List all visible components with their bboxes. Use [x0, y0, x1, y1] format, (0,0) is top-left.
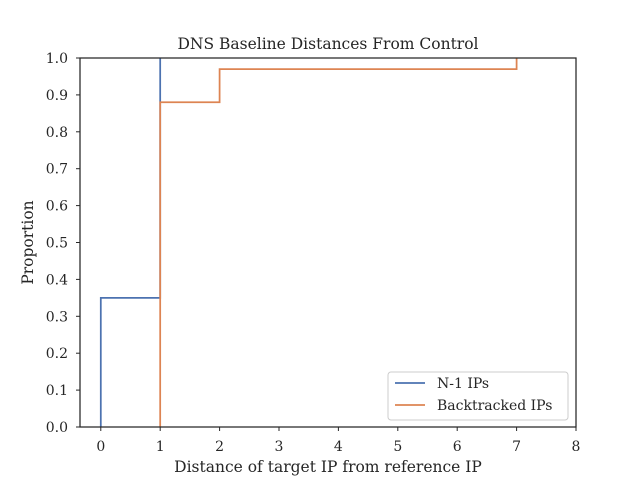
- legend-label-backtracked-ips: Backtracked IPs: [437, 398, 552, 414]
- series-layer: [99, 58, 518, 427]
- x-tick-label: 2: [215, 439, 224, 455]
- y-tick-label: 0.4: [46, 272, 68, 288]
- y-tick-label: 0.2: [46, 346, 68, 362]
- ticks-layer: 0 1 2 3 4 5 6 7 8 0.0 0.1 0.2 0.3 0.4 0.5 0.6 0.7 0.8 0.9 1…: [46, 51, 581, 455]
- y-axis-label: Proportion: [19, 200, 37, 284]
- y-tick-label: 0.6: [46, 199, 68, 215]
- x-tick-label: 0: [96, 439, 105, 455]
- x-tick-label: 7: [512, 439, 521, 455]
- series-line-n-1-ips: [99, 58, 162, 427]
- x-tick-label: 4: [334, 439, 343, 455]
- y-tick-label: 0.8: [46, 125, 68, 141]
- y-tick-label: 1.0: [46, 51, 68, 67]
- y-tick-label: 0.7: [46, 162, 68, 178]
- y-tick-label: 0.5: [46, 236, 68, 252]
- x-tick-label: 5: [393, 439, 402, 455]
- series-line-backtracked-ips: [159, 58, 518, 427]
- x-axis-label: Distance of target IP from reference IP: [174, 458, 482, 476]
- y-tick-label: 0.0: [46, 420, 68, 436]
- x-tick-label: 8: [572, 439, 581, 455]
- y-tick-label: 0.3: [46, 309, 68, 325]
- legend: N-1 IPs Backtracked IPs: [387, 371, 569, 421]
- x-tick-label: 1: [156, 439, 165, 455]
- x-tick-label: 6: [453, 439, 462, 455]
- legend-label-n1-ips: N-1 IPs: [437, 376, 489, 392]
- chart-title: DNS Baseline Distances From Control: [177, 35, 478, 53]
- legend-box: [387, 371, 569, 421]
- y-tick-label: 0.9: [46, 88, 68, 104]
- x-tick-label: 3: [275, 439, 284, 455]
- y-tick-label: 0.1: [46, 383, 68, 399]
